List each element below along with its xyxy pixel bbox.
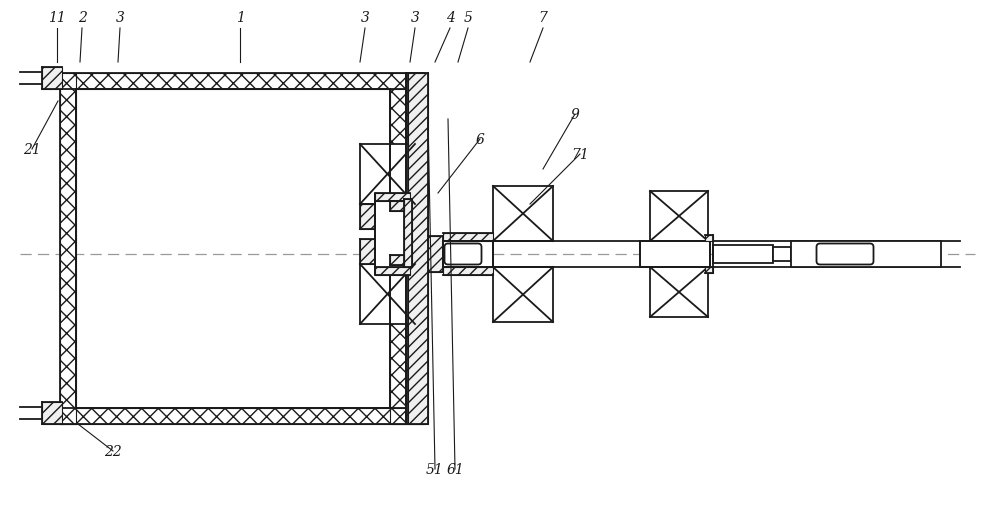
Text: 61: 61 <box>446 462 464 476</box>
Text: 3: 3 <box>116 11 124 25</box>
Text: 5: 5 <box>464 11 472 25</box>
Text: 3: 3 <box>411 11 419 25</box>
Bar <box>60 74 76 424</box>
Bar <box>443 267 493 275</box>
Text: 51: 51 <box>426 462 444 476</box>
Bar <box>640 242 710 267</box>
Bar <box>406 74 424 424</box>
Bar <box>42 68 62 90</box>
Bar <box>713 245 773 264</box>
FancyBboxPatch shape <box>444 244 482 265</box>
Bar <box>42 402 62 424</box>
Bar <box>60 74 406 90</box>
Text: 1: 1 <box>236 11 244 25</box>
Bar <box>390 90 406 408</box>
Bar <box>60 408 406 424</box>
Text: 9: 9 <box>571 108 579 122</box>
Bar <box>493 187 553 242</box>
Bar <box>493 267 553 322</box>
Bar <box>443 242 493 267</box>
Text: 21: 21 <box>23 143 41 157</box>
Bar <box>705 236 713 242</box>
Bar <box>360 240 375 265</box>
Bar <box>705 267 713 273</box>
Bar <box>390 202 404 212</box>
Bar <box>375 267 410 275</box>
Text: 2: 2 <box>78 11 86 25</box>
Text: 11: 11 <box>48 11 66 25</box>
FancyBboxPatch shape <box>816 244 874 265</box>
Bar <box>360 205 375 230</box>
Text: 22: 22 <box>104 444 122 458</box>
Text: 71: 71 <box>571 148 589 162</box>
Bar <box>650 191 708 242</box>
Bar <box>650 267 708 318</box>
Bar <box>360 265 415 324</box>
Bar <box>791 242 941 267</box>
Text: 3: 3 <box>361 11 369 25</box>
Bar <box>428 237 443 272</box>
Bar <box>390 408 406 424</box>
Text: 6: 6 <box>476 133 484 147</box>
Bar <box>408 74 428 424</box>
Text: 7: 7 <box>539 11 547 25</box>
Bar <box>360 145 415 205</box>
Bar <box>773 247 791 262</box>
Bar <box>375 193 410 202</box>
Bar <box>404 200 412 267</box>
Bar <box>375 194 410 274</box>
Text: 4: 4 <box>446 11 454 25</box>
Bar <box>390 256 404 266</box>
Bar <box>443 234 493 242</box>
